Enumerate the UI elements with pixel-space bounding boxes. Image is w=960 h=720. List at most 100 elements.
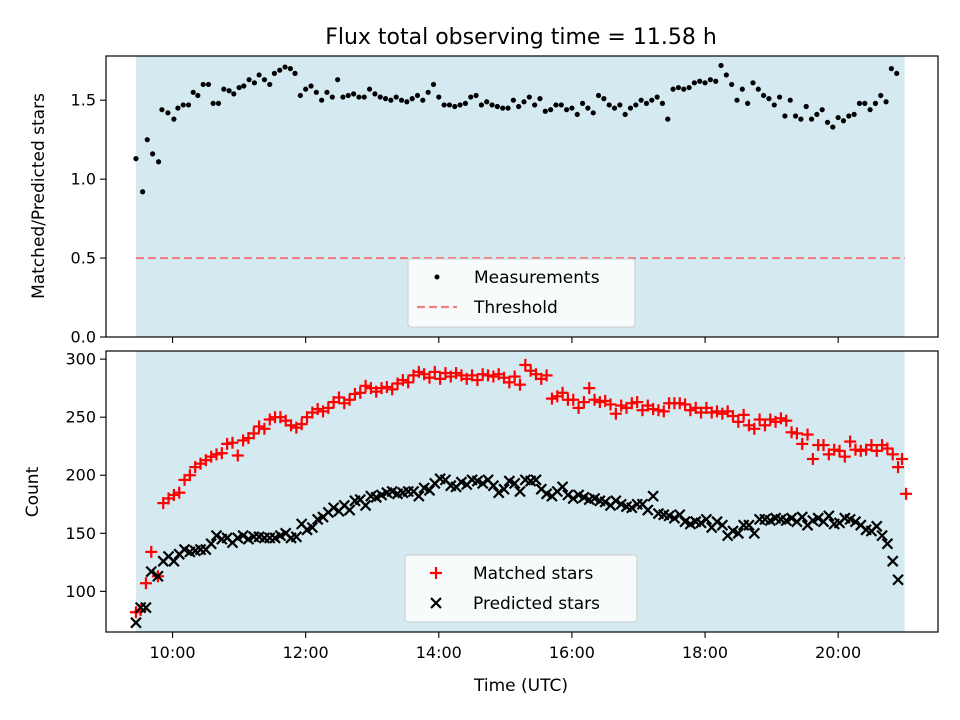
matched-star-point: [806, 452, 819, 465]
measurement-point: [468, 94, 474, 100]
measurement-point: [782, 113, 788, 119]
measurement-point: [505, 105, 511, 111]
predicted-star-point: [168, 555, 180, 567]
predicted-star-point: [152, 570, 164, 583]
top-plot-frame: [105, 55, 939, 338]
measurement-point: [851, 111, 857, 118]
measurement-point: [282, 64, 288, 70]
matched-star-point: [711, 405, 724, 418]
predicted-star-point: [492, 486, 505, 499]
top-x-ticks: [172, 337, 839, 343]
measurement-point: [707, 77, 713, 83]
measurement-point: [840, 118, 847, 124]
top-y-axis-label: Matched/Predicted stars: [29, 93, 49, 299]
measurement-point: [175, 105, 181, 111]
matched-star-point: [428, 365, 441, 378]
matched-star-point: [567, 393, 580, 406]
predicted-star-point: [599, 496, 611, 508]
predicted-star-point: [498, 483, 510, 495]
matched-star-point: [253, 420, 266, 433]
measurement-point: [345, 92, 351, 99]
predicted-star-point: [530, 474, 542, 486]
matched-star-point: [412, 365, 425, 378]
measurement-point: [691, 80, 697, 86]
matched-star-point: [311, 403, 324, 416]
measurement-point: [798, 116, 804, 122]
measurement-point: [319, 97, 325, 103]
matched-star-point: [647, 403, 660, 416]
measurement-point: [149, 151, 156, 157]
measurement-point: [292, 70, 298, 76]
matched-star-point: [865, 439, 878, 452]
measurement-point: [776, 94, 783, 100]
predicted-star-point: [562, 489, 574, 501]
matched-star-point: [886, 448, 899, 461]
measurement-point: [473, 92, 479, 99]
predicted-star-point: [743, 519, 755, 531]
matched-star-point: [487, 370, 500, 383]
matched-star-point: [380, 380, 393, 393]
measurement-point: [771, 102, 777, 108]
measurement-point: [190, 89, 196, 95]
measurement-point: [261, 77, 268, 83]
matched-star-point: [753, 413, 766, 426]
measurement-point: [500, 105, 506, 111]
matched-star-point: [540, 369, 553, 382]
matched-star-point: [748, 422, 761, 435]
measurement-point: [542, 108, 548, 114]
predicted-star-point: [716, 519, 729, 531]
predicted-star-point: [413, 490, 425, 502]
measurement-point: [723, 72, 729, 78]
matched-star-point: [716, 407, 729, 420]
measurement-point: [398, 97, 405, 103]
measurement-point: [606, 102, 612, 108]
matched-star-point: [434, 372, 447, 385]
measurement-point: [340, 94, 346, 100]
measurement-point: [231, 91, 237, 97]
matched-star-point: [817, 439, 830, 452]
measurement-point: [361, 94, 367, 100]
matched-star-point: [183, 469, 196, 482]
measurement-point: [739, 86, 745, 92]
measurement-point: [574, 111, 580, 118]
predicted-star-point: [514, 485, 526, 498]
predicted-stars-points: [130, 472, 904, 629]
bottom-legend: Matched stars Predicted stars: [404, 554, 638, 623]
measurement-point: [287, 66, 293, 72]
measurement-point: [478, 102, 484, 108]
measurement-point: [425, 89, 431, 95]
measurement-point: [883, 99, 889, 105]
x-tick-label: 14:00: [416, 643, 462, 662]
predicted-star-point: [785, 512, 798, 524]
matched-star-point: [375, 382, 388, 395]
measurement-point: [516, 103, 522, 110]
top-legend: Measurements Threshold: [407, 258, 636, 328]
predicted-star-point: [487, 479, 500, 492]
measurement-point: [627, 105, 634, 111]
predicted-star-point: [423, 484, 436, 497]
chart-title: Flux total observing time = 11.58 h: [325, 25, 717, 50]
matched-star-point: [679, 398, 692, 411]
matched-star-point: [896, 452, 909, 465]
y-tick-label: 0.0: [71, 328, 96, 347]
matched-star-point: [514, 378, 527, 391]
matched-star-point: [231, 449, 244, 462]
matched-star-point: [396, 374, 409, 387]
matched-star-point: [215, 447, 228, 460]
measurement-point: [686, 84, 692, 91]
matched-star-point: [631, 396, 644, 409]
measurement-point: [734, 97, 740, 103]
y-tick-label: 300: [65, 350, 96, 369]
measurement-point: [750, 80, 756, 86]
measurement-point: [226, 88, 232, 94]
measurement-point: [210, 100, 216, 106]
measurement-point: [165, 110, 171, 116]
matched-star-point: [673, 397, 686, 410]
matched-star-point: [609, 407, 622, 420]
measurement-point: [521, 99, 527, 105]
measurement-point: [366, 86, 373, 92]
matched-star-point: [900, 487, 913, 500]
y-tick-label: 1.5: [71, 91, 96, 110]
matched-star-point: [173, 486, 186, 499]
matched-star-point: [657, 405, 670, 418]
